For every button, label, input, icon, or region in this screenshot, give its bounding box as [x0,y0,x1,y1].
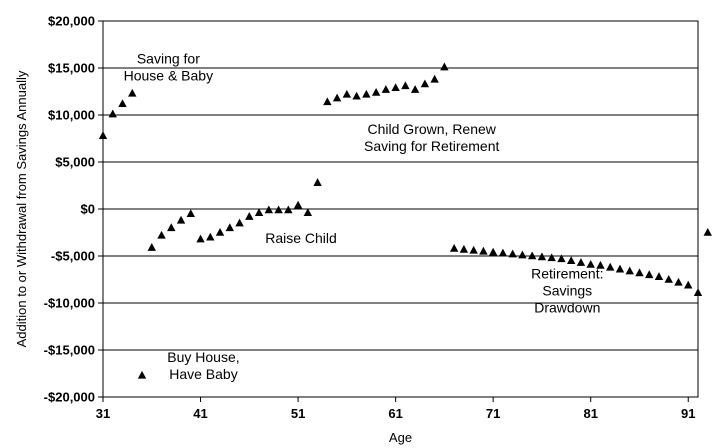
x-tick-label: 71 [486,406,500,421]
x-axis-ticks: 31 41 51 61 71 81 91 [96,397,695,421]
annotation-label: Raise Child [265,230,337,246]
y-axis-ticks: $20,000 $15,000 $10,000 $5,000 $0 -$5,000 -$10… [44,14,103,405]
y-tick-label: -$20,000 [44,390,95,405]
data-point [176,215,186,224]
data-point [537,252,547,261]
data-point [401,81,410,90]
y-tick-label: $20,000 [48,14,95,29]
data-point [703,228,712,236]
data-point [215,228,225,236]
data-point [235,218,244,227]
data-point [498,248,508,257]
data-point [137,370,147,379]
y-tick-label: $0 [81,202,95,217]
data-point [576,258,586,266]
annotation-label: Child Grown, Renew [368,121,497,137]
data-point [440,62,449,71]
data-point [547,253,556,262]
y-axis-label: Addition to or Withdrawal from Savings A… [14,70,29,347]
data-point [147,243,156,251]
x-tick-label: 81 [583,406,597,421]
y-tick-label: -$10,000 [44,296,95,311]
annotation-label: Have Baby [169,366,237,382]
y-tick-label: $10,000 [48,108,95,123]
data-point [664,275,673,283]
x-axis-label: Age [389,430,412,445]
data-point [186,209,195,217]
data-points [98,62,712,379]
data-point [596,260,605,269]
data-point [245,212,254,220]
data-point [420,79,430,88]
data-point [293,200,303,209]
data-point [449,243,459,252]
data-point [527,251,537,260]
data-point [459,244,469,253]
data-point [98,131,108,139]
y-tick-label: $15,000 [48,61,95,76]
data-point [118,99,127,108]
y-tick-label: $5,000 [55,155,95,170]
data-point [381,85,391,93]
data-point [108,109,117,118]
data-point [469,245,478,254]
data-point [645,270,654,279]
data-point [284,205,293,214]
data-point [625,266,634,275]
data-point [557,254,566,263]
data-point [264,205,274,214]
data-point [391,83,400,92]
annotation-label: House & Baby [124,67,214,83]
data-point [615,264,625,273]
data-point [167,223,176,232]
data-point [586,259,595,268]
data-point [479,246,488,255]
x-tick-label: 41 [193,406,207,421]
data-point [342,89,352,98]
data-point [606,262,615,271]
annotation-label: Saving for [137,50,200,66]
data-point [371,87,381,96]
annotation-label: Drawdown [534,300,600,316]
data-point [410,85,420,93]
annotation-label: Retirement: [531,266,603,282]
data-point [225,223,235,232]
data-point [693,288,703,296]
data-point [674,277,683,286]
data-point [323,97,332,106]
data-point [313,178,322,186]
data-point [654,272,664,280]
data-point [274,205,283,214]
data-point [508,249,517,258]
x-tick-label: 51 [291,406,305,421]
data-point [566,256,576,264]
annotation-label: Savings [542,283,592,299]
data-point [128,88,137,97]
data-point [362,89,371,98]
data-point [488,247,498,256]
data-point [254,208,264,217]
data-point [196,234,205,243]
annotation-label: Saving for Retirement [364,138,500,154]
annotation-label: Buy House, [167,349,239,365]
x-tick-label: 91 [681,406,695,421]
x-tick-label: 61 [388,406,402,421]
data-point [684,280,693,289]
y-tick-label: -$5,000 [51,249,95,264]
data-point [635,268,644,277]
data-point [430,74,439,83]
data-point [352,91,361,100]
data-point [518,250,527,259]
data-point [157,230,166,239]
x-tick-label: 31 [96,406,110,421]
y-tick-label: -$15,000 [44,343,95,358]
data-point [332,93,342,102]
data-point [206,232,215,241]
data-point [303,208,313,217]
